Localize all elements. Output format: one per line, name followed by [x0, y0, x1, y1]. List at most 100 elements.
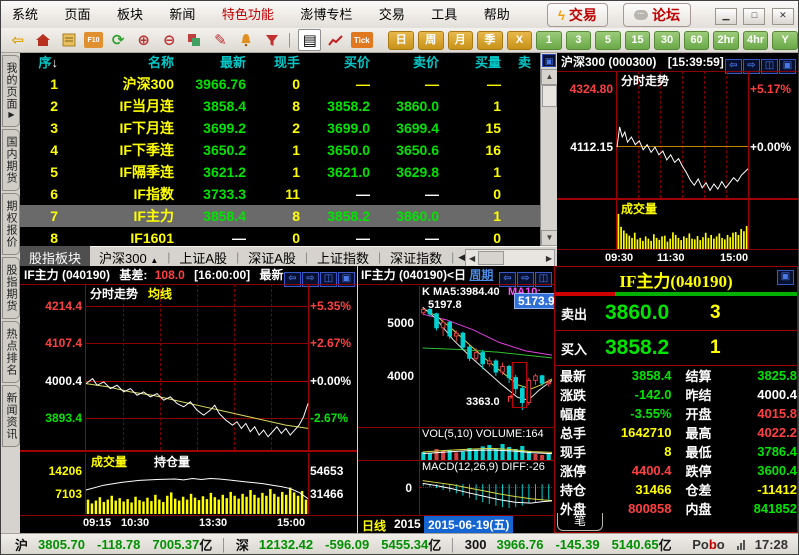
interval-1min-button[interactable]: 1: [536, 30, 562, 50]
interval-3min-button[interactable]: 3: [565, 30, 592, 50]
zoom-out-icon[interactable]: ⊖: [163, 32, 176, 49]
prev-page-icon[interactable]: ⇦: [284, 272, 301, 287]
sidebar-item-domestic-futures[interactable]: 国内期货: [2, 129, 20, 191]
filter-funnel-icon[interactable]: [261, 30, 283, 50]
interval-30min-button[interactable]: 30: [654, 30, 680, 50]
table-scrollbar[interactable]: ▣ ▲ ▼: [540, 53, 557, 246]
h-scrollbar-thumb[interactable]: [478, 251, 505, 265]
close-button[interactable]: ✕: [771, 8, 794, 25]
h-scroll-left-icon[interactable]: ◀: [469, 253, 476, 263]
scroll-up-icon[interactable]: ▲: [541, 69, 557, 85]
menu-news[interactable]: 新闻: [169, 7, 196, 22]
period-season-button[interactable]: 季: [477, 30, 503, 50]
panel-maximize-icon[interactable]: ▣: [542, 54, 556, 67]
table-row[interactable]: 6 IF指数 3733.3 11— —0: [50, 186, 501, 202]
maximize-pane-icon[interactable]: ▣: [338, 272, 355, 287]
interval-15min-button[interactable]: 15: [624, 30, 651, 50]
col-header-bid[interactable]: 买价: [343, 55, 370, 70]
minimize-button[interactable]: ▁: [715, 8, 737, 25]
tab-hs300[interactable]: 沪深300 ▲: [99, 250, 159, 266]
menu-pobo-column[interactable]: 澎博专栏: [300, 7, 353, 22]
maximize-pane-icon[interactable]: ▣: [779, 59, 796, 74]
tab-sh-index[interactable]: 上证指数: [316, 250, 369, 266]
col-header-bidvol[interactable]: 买量: [474, 55, 501, 70]
table-row[interactable]: 5 IF隔季连 3621.2 1 3621.0 3629.8 1: [50, 164, 501, 180]
alert-bell-icon[interactable]: [235, 30, 257, 50]
table-row[interactable]: 2 IF当月连 3858.4 8 3858.2 3860.0 1: [50, 98, 501, 114]
sidebar-item-index-futures[interactable]: 股指期货: [2, 257, 20, 319]
prev-page-icon[interactable]: ⇦: [499, 272, 516, 287]
vol-subchart[interactable]: VOL(5,10) VOLUME:164: [419, 428, 552, 460]
kline-panel[interactable]: IF主力 (040190)<日 周期 ⇦ ⇨ ◫ K MA5:3984.40 MA1…: [358, 266, 559, 533]
col-header-ask[interactable]: 卖价: [412, 55, 439, 70]
period-day-button[interactable]: 日: [388, 30, 414, 50]
scrollbar-thumb[interactable]: [542, 85, 557, 107]
ask-row[interactable]: 卖出 3860.0 3: [555, 296, 797, 331]
period-x-button[interactable]: X: [506, 30, 533, 50]
index-volume-plot[interactable]: 成交量: [616, 200, 749, 249]
f10-info-icon[interactable]: F10: [83, 32, 104, 48]
home-icon[interactable]: [33, 30, 55, 50]
bid-row[interactable]: 买入 3858.2 1: [555, 331, 797, 366]
table-row[interactable]: 3 IF下月连 3699.2 2 3699.0 3699.4 15: [50, 120, 501, 136]
prev-page-icon[interactable]: ⇦: [725, 59, 742, 74]
next-page-icon[interactable]: ⇨: [743, 59, 760, 74]
sidebar-item-hot-ranking[interactable]: 热点排名: [2, 321, 20, 383]
menu-page[interactable]: 页面: [64, 7, 91, 22]
tab-scroll-left-icon[interactable]: ◀: [458, 251, 466, 262]
index-minute-panel[interactable]: 沪深300 (000300) [15:39:59] ⇦ ⇨ ◫ ▣ 分时走势 4324…: [557, 53, 798, 266]
period-week-button[interactable]: 周: [418, 30, 444, 50]
split-view-icon[interactable]: ◫: [761, 59, 778, 74]
period-link[interactable]: 周期: [469, 268, 494, 282]
interval-60min-button[interactable]: 60: [683, 30, 710, 50]
table-row-selected[interactable]: 7 IF主力 3858.4 8 3858.2 3860.0 1: [20, 205, 557, 227]
trade-button[interactable]: ϟ 交易: [547, 3, 608, 27]
k-chart-plot[interactable]: K MA5:3984.40 MA10: 5173.9 5197.8 3363.0…: [419, 286, 559, 427]
scroll-down-icon[interactable]: ▼: [541, 230, 557, 246]
macd-subchart[interactable]: MACD(12,26,9) DIFF:-26: [419, 461, 552, 515]
col-header-askvol-partial[interactable]: 卖: [517, 55, 531, 70]
period-month-button[interactable]: 月: [447, 30, 474, 50]
col-header-name[interactable]: 名称: [147, 55, 174, 70]
tick-chart-icon[interactable]: Tick: [351, 32, 373, 48]
maximize-button[interactable]: □: [743, 8, 766, 25]
tab-sh-a[interactable]: 上证A股: [179, 250, 228, 266]
if-minute-panel[interactable]: IF主力 (040190) 基差: 108.0 [16:00:00] 最新 ⇦ ⇨…: [20, 266, 357, 533]
index-price-plot[interactable]: 分时走势: [616, 71, 749, 198]
if-price-plot[interactable]: 分时走势 均线: [85, 284, 309, 450]
refresh-icon[interactable]: ⟳: [111, 32, 125, 49]
tab-h-scrollbar[interactable]: ◀ ▶: [465, 249, 555, 267]
sidebar-item-options-quotes[interactable]: 期权报价: [2, 193, 20, 255]
chart-view-icon[interactable]: [325, 30, 347, 50]
maximize-pane-icon[interactable]: ▣: [777, 270, 794, 285]
table-row[interactable]: 1 沪深300 3966.76 0— — —: [50, 76, 501, 92]
tab-index-sector[interactable]: 股指板块: [20, 245, 91, 269]
interval-4hr-button[interactable]: 4hr: [742, 30, 769, 50]
interval-2hr-button[interactable]: 2hr: [713, 30, 739, 50]
split-view-icon[interactable]: ◫: [320, 272, 337, 287]
col-header-last[interactable]: 最新: [219, 55, 246, 70]
menu-special-features[interactable]: 特色功能: [221, 7, 274, 22]
menu-tools[interactable]: 工具: [431, 7, 458, 22]
tab-sz-index[interactable]: 深证指数: [390, 250, 443, 266]
back-icon[interactable]: ⇦: [11, 32, 25, 49]
split-view-icon[interactable]: ◫: [535, 272, 552, 287]
table-row[interactable]: 8 IF1601—0— —0: [50, 230, 501, 246]
tab-sz-a[interactable]: 深证A股: [248, 250, 296, 266]
tick-detail-tab[interactable]: 笔: [557, 513, 603, 531]
next-page-icon[interactable]: ⇨: [517, 272, 534, 287]
menu-help[interactable]: 帮助: [483, 7, 510, 22]
if-volume-plot[interactable]: 成交量 持仓量: [85, 453, 309, 514]
interval-year-button[interactable]: Y: [772, 30, 798, 50]
menu-sector[interactable]: 板块: [116, 7, 143, 22]
col-header-seq[interactable]: 序↓: [38, 55, 58, 70]
sidebar-item-my-pages[interactable]: 我的页面▶: [2, 55, 20, 127]
blocks-icon[interactable]: [184, 30, 206, 50]
sidebar-item-news-info[interactable]: 新闻资讯: [2, 385, 20, 447]
menu-trade[interactable]: 交易: [378, 7, 405, 22]
zoom-in-icon[interactable]: ⊕: [137, 32, 150, 49]
h-scroll-right-icon[interactable]: ▶: [545, 253, 552, 263]
col-header-curvol[interactable]: 现手: [273, 55, 300, 70]
table-row[interactable]: 4 IF下季连 3650.2 1 3650.0 3650.6 16: [50, 142, 501, 158]
menu-system[interactable]: 系统: [12, 7, 39, 22]
